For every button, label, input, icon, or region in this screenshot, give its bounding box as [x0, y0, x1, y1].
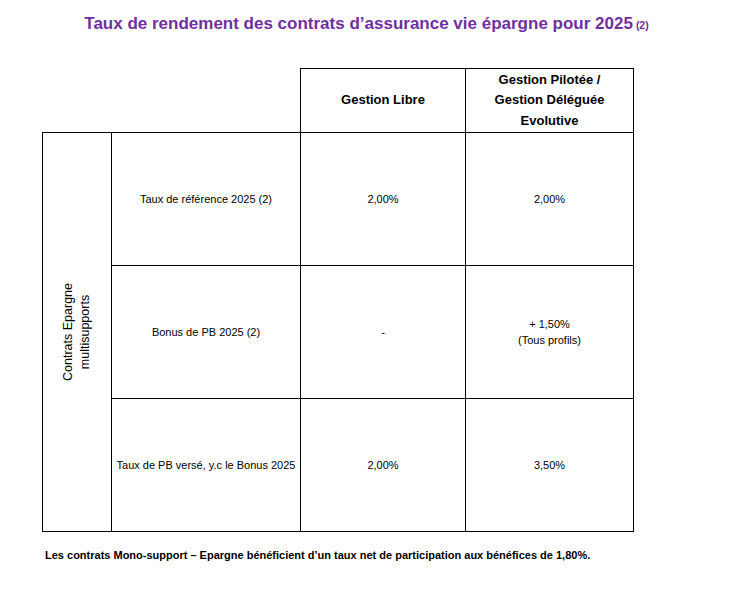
column-header-gestion-pilotee: Gestion Pilotée / Gestion Déléguée Evolu… [466, 69, 634, 133]
mono-support-footnote: Les contrats Mono-support – Epargne béné… [45, 549, 590, 561]
page-title: Taux de rendement des contrats d’assuran… [0, 12, 733, 36]
row-group-label-line2: multisupports [77, 283, 94, 381]
row-label-taux-reference: Taux de référence 2025 (2) [112, 133, 301, 266]
column-header-gestion-libre: Gestion Libre [301, 69, 466, 133]
page-title-text: Taux de rendement des contrats d’assuran… [84, 14, 633, 33]
bonus-note: (Tous profils) [466, 332, 633, 349]
table-row-taux-reference: Contrats Epargne multisupports Taux de r… [43, 133, 634, 266]
table-header-row: Gestion Libre Gestion Pilotée / Gestion … [43, 69, 634, 133]
row-label-bonus-pb: Bonus de PB 2025 (2) [112, 266, 301, 399]
table-row-bonus-pb: Bonus de PB 2025 (2) - + 1,50% (Tous pro… [43, 266, 634, 399]
cell-bonus-pb-gestion-libre: - [301, 266, 466, 399]
row-group-cell-contrats-epargne: Contrats Epargne multisupports [43, 133, 112, 532]
bonus-value: + 1,50% [466, 316, 633, 333]
cell-taux-reference-gestion-pilotee: 2,00% [466, 133, 634, 266]
header-spacer-cell [43, 69, 112, 133]
table-row-taux-pb-verse: Taux de PB versé, y.c le Bonus 2025 2,00… [43, 399, 634, 532]
rates-table: Gestion Libre Gestion Pilotée / Gestion … [42, 68, 634, 532]
row-group-label: Contrats Epargne multisupports [60, 283, 94, 381]
cell-taux-pb-verse-gestion-libre: 2,00% [301, 399, 466, 532]
cell-taux-reference-gestion-libre: 2,00% [301, 133, 466, 266]
row-group-label-line1: Contrats Epargne [60, 283, 77, 381]
cell-taux-pb-verse-gestion-pilotee: 3,50% [466, 399, 634, 532]
header-spacer-cell [112, 69, 301, 133]
cell-bonus-pb-gestion-pilotee: + 1,50% (Tous profils) [466, 266, 634, 399]
row-label-taux-pb-verse: Taux de PB versé, y.c le Bonus 2025 [112, 399, 301, 532]
title-footnote-ref: (2) [636, 19, 649, 31]
